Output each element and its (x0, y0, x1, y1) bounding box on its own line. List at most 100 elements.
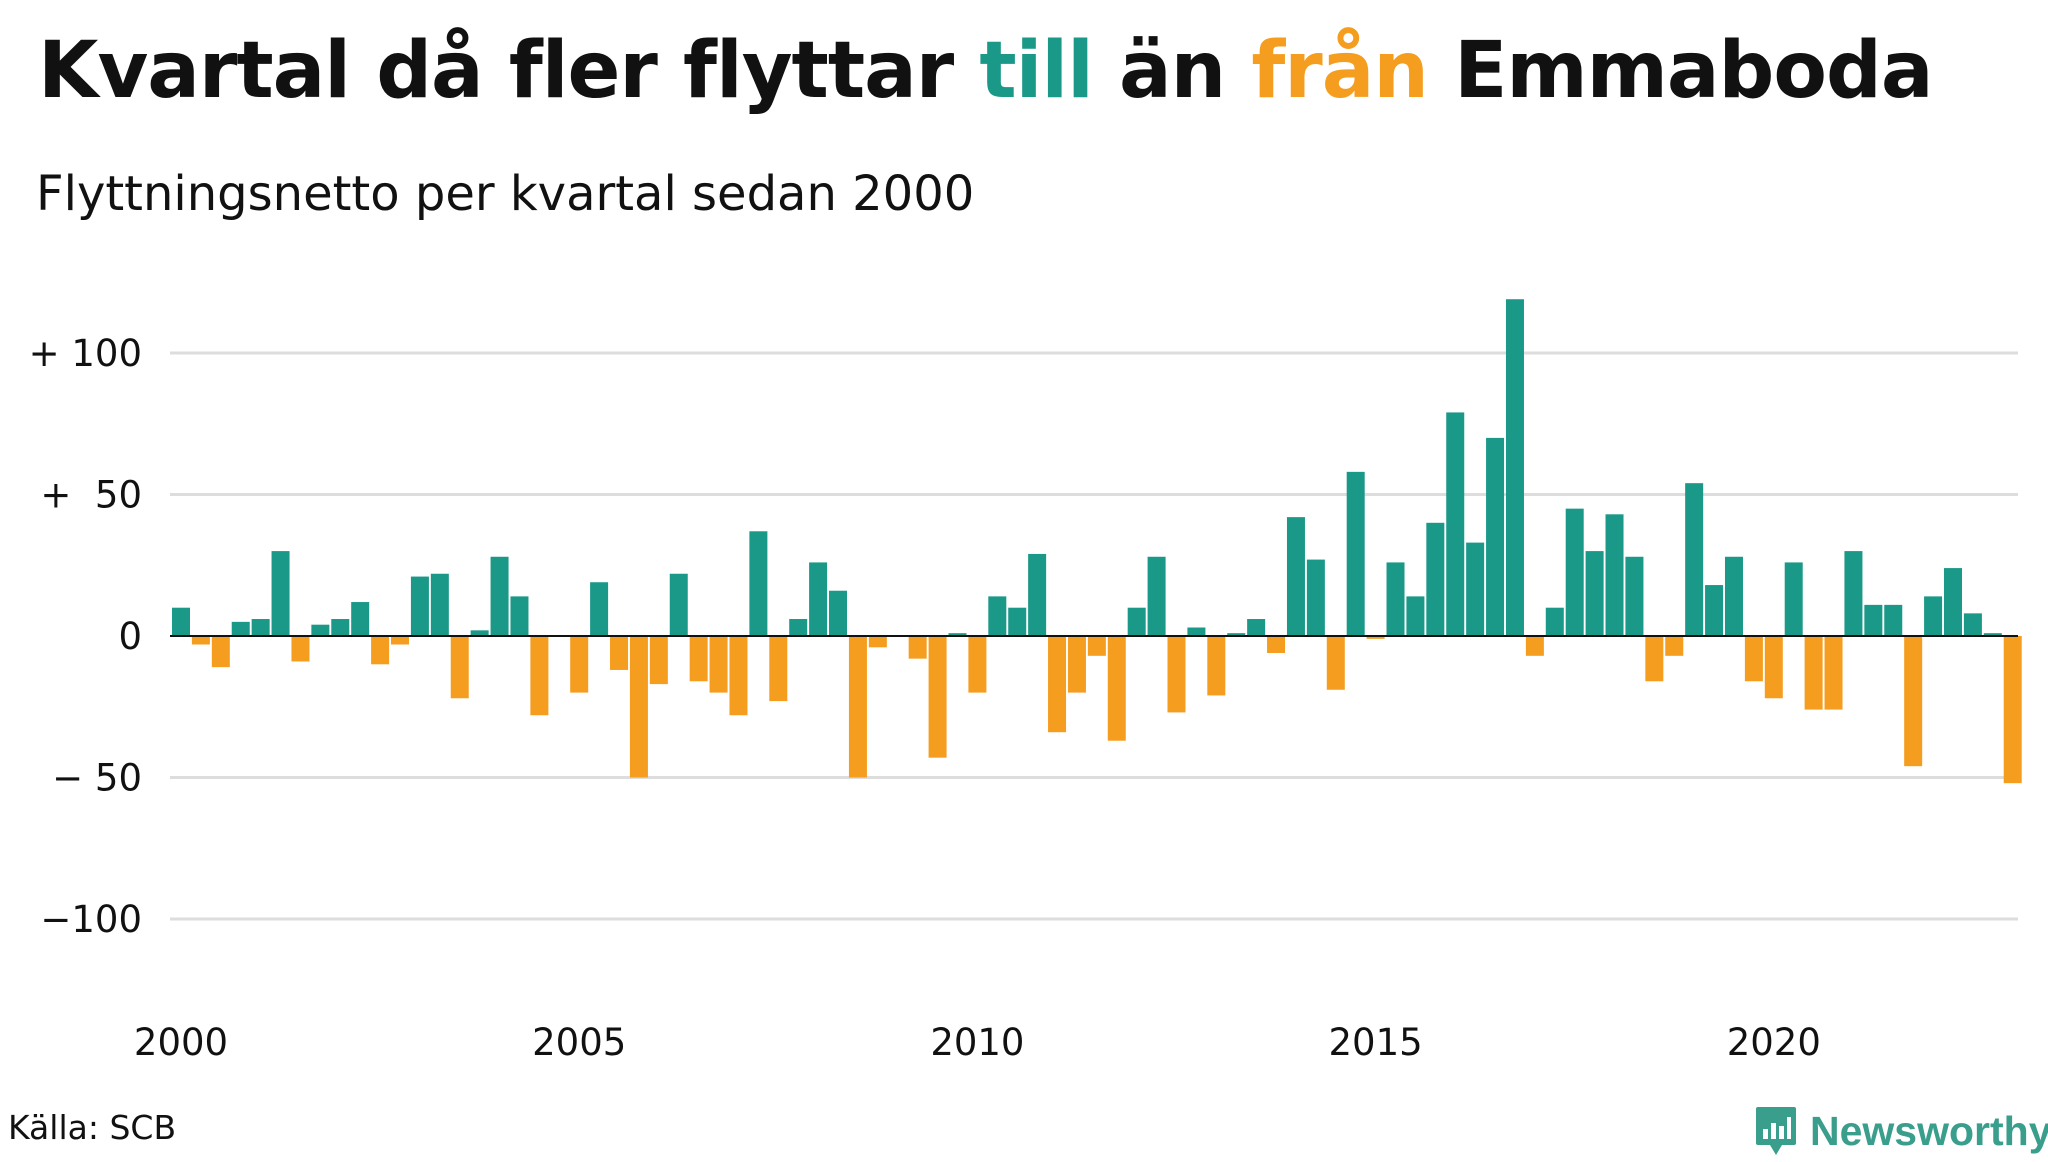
y-tick-label: −100 (40, 898, 142, 941)
x-tick-label: 2020 (1727, 1021, 1821, 1064)
bar (1983, 633, 2002, 636)
bar (1864, 604, 1883, 636)
title-till-word: till (979, 26, 1093, 116)
bar (1764, 636, 1783, 699)
title-prefix: Kvartal då fler flyttar (38, 26, 980, 116)
y-axis-ticks: + 100 + 50 0 − 50 −100 (29, 332, 142, 941)
bar (829, 590, 848, 636)
chart-title: Kvartal då fler flyttar till än från Emm… (38, 26, 1933, 116)
x-tick-label: 2010 (930, 1021, 1024, 1064)
bar (570, 636, 589, 693)
bar (1625, 556, 1644, 636)
bar (649, 636, 668, 685)
bar (1426, 522, 1445, 636)
bar (510, 596, 529, 636)
bar (629, 636, 648, 778)
bar (391, 636, 410, 645)
bar (430, 573, 449, 636)
bar (2003, 636, 2022, 784)
bar (1784, 562, 1803, 636)
bar (1525, 636, 1544, 656)
bar (1705, 585, 1724, 636)
bar (1207, 636, 1226, 696)
bar (1744, 636, 1763, 682)
bar (450, 636, 469, 699)
chart-subtitle: Flyttningsnetto per kvartal sedan 2000 (36, 166, 975, 222)
y-tick-label: + 50 (40, 474, 142, 517)
bar (1366, 636, 1385, 639)
bar (1685, 483, 1704, 636)
bar (1267, 636, 1286, 653)
bar (1028, 553, 1047, 636)
bar (769, 636, 788, 702)
bar (590, 582, 609, 636)
brand-logo: Newsworthy (1754, 1100, 2048, 1162)
x-tick-label: 2005 (532, 1021, 626, 1064)
bar (709, 636, 728, 693)
source-note: Källa: SCB (8, 1108, 177, 1147)
bar (1924, 596, 1943, 636)
bar (1167, 636, 1186, 713)
bar (1227, 633, 1246, 636)
bar (1087, 636, 1106, 656)
bar (789, 619, 808, 636)
bar (1107, 636, 1126, 741)
bar (191, 636, 210, 645)
y-tick-label: + 100 (29, 332, 142, 375)
title-middle: än (1092, 26, 1252, 116)
bar (490, 556, 509, 636)
bar (848, 636, 867, 778)
title-fran-word: från (1251, 26, 1429, 116)
bar (311, 624, 330, 636)
bar (291, 636, 310, 662)
bar (1724, 556, 1743, 636)
bar (1306, 559, 1325, 636)
bar (1904, 636, 1923, 767)
bar (470, 630, 489, 636)
bar (1446, 412, 1465, 636)
bar (1187, 627, 1206, 636)
bar (1884, 604, 1903, 636)
bar (809, 562, 828, 636)
bar (1406, 596, 1425, 636)
bar (1505, 299, 1524, 636)
bar (211, 636, 230, 668)
bar (1645, 636, 1664, 682)
bar (1127, 607, 1146, 636)
bar (172, 607, 190, 636)
bar (1486, 437, 1505, 636)
bar (1804, 636, 1823, 710)
bar (1346, 471, 1365, 636)
bar (868, 636, 887, 648)
title-suffix: Emmaboda (1427, 26, 1933, 116)
bar (1286, 517, 1305, 636)
bar (749, 531, 768, 636)
bar (610, 636, 629, 670)
bar (371, 636, 390, 665)
bar (928, 636, 947, 758)
bar (968, 636, 987, 693)
bar (948, 633, 967, 636)
bar (331, 619, 350, 636)
bar (1585, 551, 1604, 636)
bar (1545, 607, 1564, 636)
bar (1943, 568, 1962, 636)
bar (1067, 636, 1086, 693)
y-tick-label: − 50 (52, 757, 142, 800)
bar (1824, 636, 1843, 710)
brand-name: Newsworthy (1810, 1107, 2048, 1154)
bar (351, 602, 370, 636)
bar (729, 636, 748, 716)
bar (669, 573, 688, 636)
newsworthy-logo-icon (1756, 1107, 1796, 1155)
bars (172, 299, 2022, 784)
bar (1247, 619, 1266, 636)
bar (251, 619, 270, 636)
bar (1048, 636, 1067, 733)
bar (530, 636, 549, 716)
x-tick-label: 2015 (1329, 1021, 1423, 1064)
bar (1466, 542, 1485, 636)
bar (988, 596, 1007, 636)
bar (1565, 508, 1584, 636)
